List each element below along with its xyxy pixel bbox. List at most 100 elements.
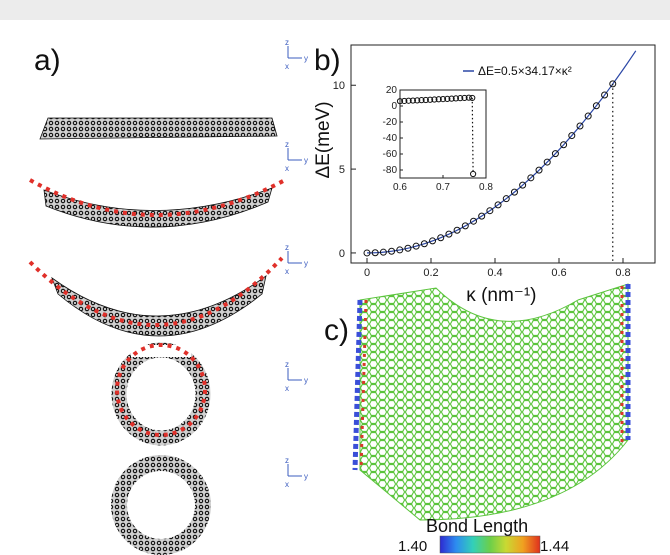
inset-data-point bbox=[422, 96, 429, 104]
data-point bbox=[396, 246, 404, 254]
inset-data-point bbox=[452, 95, 459, 102]
data-point bbox=[601, 91, 609, 99]
data-point bbox=[412, 242, 420, 250]
inset-data-point bbox=[414, 97, 421, 104]
inset-data-point bbox=[444, 95, 451, 102]
data-point bbox=[371, 249, 379, 257]
axis-label-y: y bbox=[304, 54, 308, 63]
axis-label-x: x bbox=[285, 62, 289, 71]
axis-label-x: x bbox=[285, 164, 289, 173]
inset-data-point bbox=[439, 96, 447, 103]
coordinate-axes-icon: z y x bbox=[285, 243, 308, 276]
mesh-edge-left bbox=[352, 299, 363, 471]
data-point bbox=[568, 132, 576, 140]
inset-frame bbox=[399, 89, 487, 179]
axis-label-x: x bbox=[285, 384, 289, 393]
data-point bbox=[420, 240, 428, 248]
colorbar-title: Bond Length bbox=[426, 516, 528, 536]
data-point bbox=[519, 181, 527, 189]
data-point bbox=[388, 247, 396, 255]
inset-data-point bbox=[396, 98, 404, 105]
inset-chart: 0.6 0.7 0.8 20 0 -20 -40 -60 -80 bbox=[383, 85, 494, 193]
colorbar-max-label: 1.44 bbox=[540, 538, 569, 555]
inset-data-point bbox=[457, 95, 464, 102]
data-point bbox=[510, 188, 518, 196]
inset-data-point bbox=[431, 96, 438, 103]
bond-length-mesh bbox=[359, 283, 629, 521]
data-point bbox=[363, 249, 371, 257]
axis-label-x: x bbox=[285, 480, 289, 489]
x-tick-label: 0.8 bbox=[615, 267, 630, 279]
panel-label-a: a) bbox=[34, 44, 61, 77]
fit-curve bbox=[367, 50, 637, 254]
coordinate-axes-icons: z y x z y x z y x z y x z y x bbox=[285, 38, 308, 489]
y-tick-label: 10 bbox=[333, 80, 345, 92]
axis-label-z: z bbox=[285, 243, 289, 252]
inset-data-point bbox=[448, 95, 455, 102]
y-tick-label: 5 bbox=[339, 164, 345, 176]
graphene-sheet-bent-2 bbox=[51, 275, 267, 337]
data-point bbox=[535, 166, 543, 174]
axis-label-z: z bbox=[285, 456, 289, 465]
data-point bbox=[379, 248, 387, 256]
axis-label-y: y bbox=[304, 472, 308, 481]
inset-data-point bbox=[418, 97, 425, 104]
inset-data-point bbox=[405, 97, 412, 104]
y-axis-title: ΔE(meV) bbox=[313, 101, 334, 178]
colorbar-min-label: 1.40 bbox=[398, 538, 427, 555]
inset-drop-line bbox=[471, 97, 474, 175]
inset-y-tick-label: 0 bbox=[391, 101, 397, 112]
legend-label: ΔE=0.5×34.17×κ² bbox=[478, 64, 572, 78]
inset-y-tick-label: 20 bbox=[386, 85, 398, 96]
data-point bbox=[429, 237, 437, 245]
inset-data-point bbox=[435, 96, 442, 103]
panel-label-b: b) bbox=[314, 44, 341, 77]
coordinate-axes-icon: z y x bbox=[285, 456, 308, 489]
inset-y-tick-label: -40 bbox=[383, 133, 398, 144]
data-point bbox=[551, 150, 559, 158]
axis-label-z: z bbox=[285, 140, 289, 149]
data-point bbox=[560, 141, 568, 149]
inset-data-point bbox=[461, 94, 468, 102]
data-point bbox=[478, 212, 486, 220]
coordinate-axes-icon: z y x bbox=[285, 360, 308, 393]
data-point bbox=[437, 234, 445, 242]
energy-curvature-chart: 0 0.2 0.4 0.6 0.8 0 5 10 κ (nm⁻¹) ΔE(meV) ΔE=0.5×3… bbox=[313, 44, 656, 306]
panel-c-illustration: Bond Length 1.40 1.44 bbox=[352, 283, 631, 555]
panel-a-illustration bbox=[28, 117, 286, 555]
data-point bbox=[584, 112, 592, 120]
data-point bbox=[502, 195, 510, 203]
graphene-tube-closed bbox=[111, 455, 211, 555]
data-point bbox=[453, 226, 461, 234]
coordinate-axes-icon: z y x bbox=[285, 140, 308, 173]
data-point bbox=[576, 122, 584, 130]
graphene-sheet-flat bbox=[39, 117, 278, 140]
inset-y-tick-label: -20 bbox=[383, 117, 398, 128]
inset-x-tick-label: 0.6 bbox=[393, 182, 407, 193]
data-point bbox=[486, 207, 494, 215]
data-point bbox=[609, 80, 617, 88]
colorbar bbox=[439, 535, 541, 554]
data-point bbox=[461, 222, 469, 230]
graphene-sheet-bent-1 bbox=[43, 187, 273, 228]
inset-data-point bbox=[409, 97, 416, 104]
x-tick-label: 0 bbox=[364, 267, 370, 279]
inset-y-tick-label: -60 bbox=[383, 149, 398, 160]
header-bar bbox=[0, 0, 670, 20]
curvature-guide-3 bbox=[115, 343, 207, 437]
panel-label-c: c) bbox=[324, 314, 349, 347]
data-point bbox=[494, 201, 502, 209]
inset-x-tick-label: 0.8 bbox=[479, 182, 493, 193]
x-tick-label: 0.4 bbox=[487, 267, 502, 279]
data-point bbox=[445, 230, 453, 238]
x-tick-label: 0.6 bbox=[551, 267, 566, 279]
y-tick-label: 0 bbox=[339, 248, 345, 260]
inset-data-point bbox=[427, 96, 434, 103]
axis-label-z: z bbox=[285, 38, 289, 47]
axis-label-y: y bbox=[304, 156, 308, 165]
data-point bbox=[469, 217, 477, 225]
x-axis-title: κ (nm⁻¹) bbox=[466, 285, 536, 306]
inset-x-tick-label: 0.7 bbox=[436, 182, 450, 193]
axis-label-z: z bbox=[285, 360, 289, 369]
